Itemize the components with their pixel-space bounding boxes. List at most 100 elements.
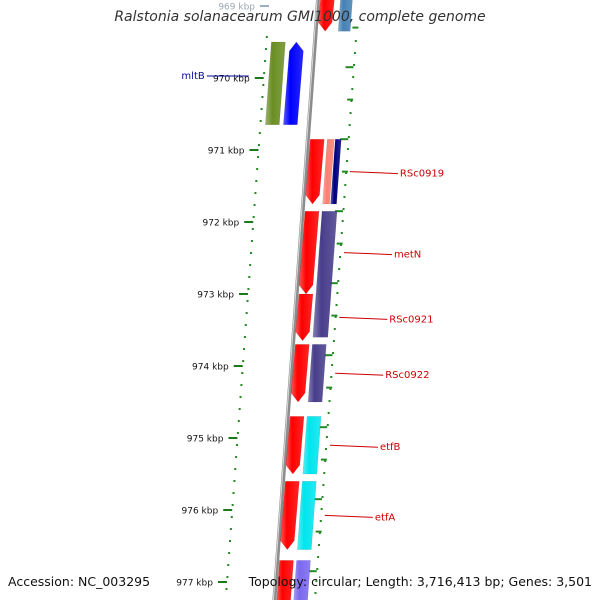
feature-label-etfB[interactable]: etfB: [380, 442, 401, 453]
tick-label: 969 kbp: [218, 3, 255, 13]
gc-dot-outer: [228, 552, 231, 554]
gc-dot-inner: [328, 400, 331, 402]
gc-dot-outer: [233, 480, 236, 482]
gc-dot-inner: [325, 436, 328, 438]
gc-dot-outer: [257, 144, 260, 146]
gc-dot-outer: [261, 96, 264, 98]
gc-dot-outer: [232, 492, 235, 494]
gene-block-etfA[interactable]: [297, 480, 317, 550]
misc-block-top[interactable]: [337, 0, 353, 32]
gc-dot-outer: [250, 240, 253, 242]
gc-dot-outer: [241, 372, 244, 374]
gc-dot-inner: [338, 268, 341, 270]
gc-dot-inner: [323, 472, 326, 474]
feature-label-RSc0919[interactable]: RSc0919: [400, 169, 444, 180]
leader-line: [329, 444, 378, 448]
label-layer: mltB RSc0919 metN RSc0921 RSc0922 etfB etfA: [181, 71, 444, 523]
leader-line: [343, 252, 393, 256]
gc-dot-inner: [343, 196, 346, 198]
gene-block-etfB[interactable]: [302, 416, 322, 475]
gc-dot-outer: [252, 216, 255, 218]
tick-layer: 969 kbp 970 kbp 971 kbp 972 kbp 973 kbp 974 k…: [176, 3, 269, 589]
gc-dot-inner: [346, 160, 349, 162]
cds-block-RSc0919[interactable]: [305, 138, 325, 205]
tick-label: 976 kbp: [182, 507, 219, 517]
gc-dot-inner: [319, 520, 322, 522]
gene-block-mltB[interactable]: [265, 41, 286, 126]
gc-dot-inner: [339, 244, 342, 246]
tick-label: 973 kbp: [197, 291, 234, 301]
gc-dot-inner: [349, 112, 352, 114]
cds-block-mltB[interactable]: [283, 41, 304, 126]
gc-dot-outer: [243, 348, 246, 350]
gc-dot-inner: [344, 184, 347, 186]
gc-dot-inner: [342, 208, 345, 210]
gc-dot-inner: [339, 256, 342, 258]
gene-block-RSc0919[interactable]: [322, 138, 335, 205]
tick-label: 974 kbp: [192, 363, 229, 373]
gc-dot-outer: [238, 408, 241, 410]
gc-dot-inner: [318, 532, 321, 534]
cds-block-bottom[interactable]: [276, 560, 294, 600]
gc-dot-inner: [333, 328, 336, 330]
cds-block-etfA[interactable]: [280, 480, 300, 551]
gc-dot-inner: [341, 220, 344, 222]
gc-dot-outer: [265, 36, 268, 38]
gc-dot-inner: [337, 280, 340, 282]
cds-block-metN[interactable]: [298, 210, 320, 295]
gc-dot-inner: [354, 40, 357, 42]
gene-block-bottom[interactable]: [293, 560, 311, 600]
gc-dot-outer: [260, 108, 263, 110]
gc-dot-inner: [335, 304, 338, 306]
gc-dot-outer: [264, 48, 267, 50]
cds-block-etfB[interactable]: [285, 416, 305, 475]
cds-block-RSc0921[interactable]: [295, 293, 314, 342]
feature-label-mltB[interactable]: mltB: [181, 71, 204, 82]
gc-dot-inner: [321, 496, 324, 498]
feature-label-metN[interactable]: metN: [394, 250, 421, 261]
gene-block-metN[interactable]: [312, 210, 338, 338]
gc-dot-outer: [259, 120, 262, 122]
gc-dot-outer: [227, 564, 230, 566]
gc-dot-inner: [348, 124, 351, 126]
leader-line: [335, 372, 384, 376]
gc-dot-inner: [327, 412, 330, 414]
gc-dot-outer: [264, 60, 267, 62]
gc-dot-inner: [346, 148, 349, 150]
gc-dot-inner: [329, 388, 332, 390]
gc-dots-layer: [225, 26, 359, 594]
gc-dot-inner: [334, 316, 337, 318]
gc-dot-outer: [242, 360, 245, 362]
gc-dot-outer: [243, 336, 246, 338]
feature-label-etfA[interactable]: etfA: [375, 512, 396, 523]
feature-label-RSc0922[interactable]: RSc0922: [385, 370, 429, 381]
gc-dot-outer: [251, 228, 254, 230]
gc-dot-outer: [237, 420, 240, 422]
backbone-line: [272, 0, 320, 600]
misc-block-RSc0919[interactable]: [330, 138, 342, 205]
gc-dot-outer: [231, 504, 234, 506]
gc-dot-outer: [246, 300, 249, 302]
gc-dot-outer: [253, 204, 256, 206]
gc-dot-outer: [235, 456, 238, 458]
gc-dot-inner: [352, 76, 355, 78]
gc-dot-inner: [326, 424, 329, 426]
gc-dot-inner: [353, 64, 356, 66]
gc-dot-outer: [247, 288, 250, 290]
feature-label-RSc0921[interactable]: RSc0921: [389, 314, 433, 325]
gc-dot-outer: [229, 540, 232, 542]
gene-block-RSc0922[interactable]: [307, 344, 327, 403]
gc-dot-inner: [325, 448, 328, 450]
gc-dot-outer: [263, 72, 266, 74]
gc-dot-inner: [340, 232, 343, 234]
gc-dot-inner: [353, 52, 356, 54]
tick-label: 977 kbp: [176, 579, 213, 589]
cds-block-top[interactable]: [317, 0, 335, 32]
cds-block-RSc0922[interactable]: [290, 344, 310, 403]
gc-dot-outer: [257, 156, 260, 158]
gc-dot-outer: [236, 444, 239, 446]
gc-dot-outer: [256, 168, 259, 170]
gc-dot-outer: [239, 396, 242, 398]
gc-dot-inner: [318, 544, 321, 546]
